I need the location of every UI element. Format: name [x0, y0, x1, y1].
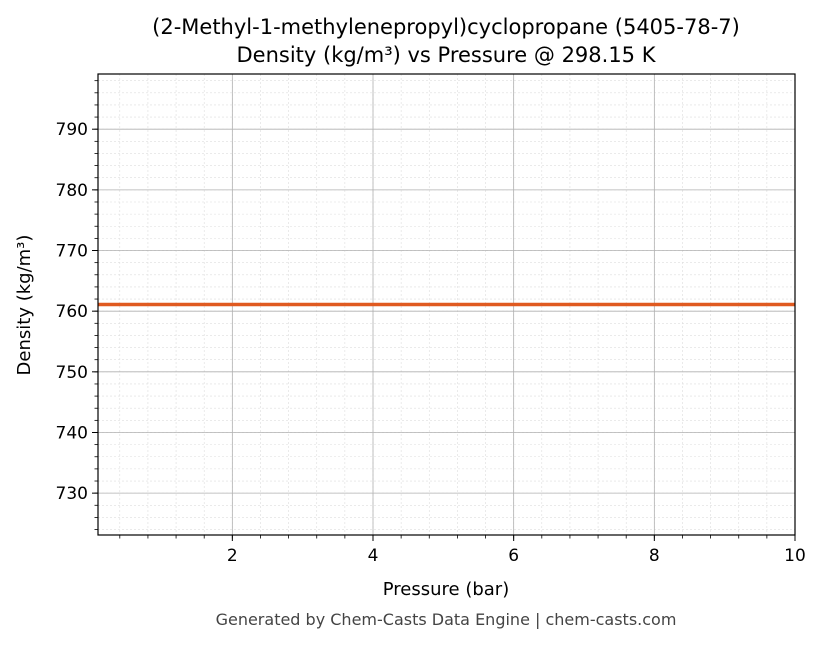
footer-credit: Generated by Chem-Casts Data Engine | ch…: [216, 610, 677, 629]
x-tick-label: 8: [649, 546, 660, 566]
x-axis-label: Pressure (bar): [383, 579, 509, 600]
ticks: 2 4 6 8 10 730 740 750 760 770 780 790: [56, 80, 806, 566]
y-tick-label: 740: [56, 423, 88, 443]
y-tick-label: 770: [56, 242, 88, 262]
y-axis-label: Density (kg/m³): [14, 235, 35, 376]
plot-frame: [97, 73, 796, 536]
y-tick-label: 750: [56, 363, 88, 383]
x-tick-label: 6: [508, 546, 519, 566]
y-tick-label: 780: [56, 181, 88, 201]
grid: [98, 74, 796, 535]
chart-subtitle: Density (kg/m³) vs Pressure @ 298.15 K: [236, 43, 656, 67]
x-tick-label: 2: [227, 546, 238, 566]
x-tick-label: 10: [784, 546, 806, 566]
y-tick-label: 790: [56, 120, 88, 140]
y-tick-label: 730: [56, 484, 88, 504]
chart-title: (2-Methyl-1-methylenepropyl)cyclopropane…: [152, 15, 740, 39]
x-tick-label: 4: [368, 546, 379, 566]
y-tick-label: 760: [56, 302, 88, 322]
